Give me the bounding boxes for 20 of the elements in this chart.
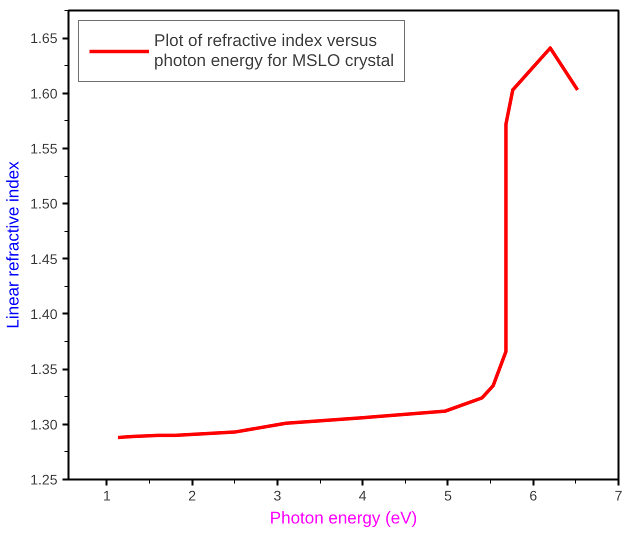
x-tick-label: 2: [188, 488, 196, 504]
y-tick-label: 1.65: [30, 30, 58, 46]
x-axis-title: Photon energy (eV): [270, 508, 418, 528]
y-tick-label: 1.45: [30, 250, 58, 267]
y-tick-label: 1.50: [30, 196, 58, 212]
x-tick-label: 5: [444, 488, 452, 504]
x-tick-label: 6: [529, 488, 538, 504]
y-tick-label: 1.35: [30, 361, 58, 378]
y-tick-label: 1.40: [30, 306, 58, 322]
x-tick-label: 7: [614, 488, 623, 504]
y-tick-label: 1.60: [30, 85, 58, 102]
legend-label: Plot of refractive index versus photon energy for MSLO crystal: [154, 31, 394, 71]
x-tick-label: 4: [358, 488, 367, 504]
y-tick-label: 1.55: [30, 140, 58, 156]
y-tick-label: 1.25: [30, 472, 58, 488]
line-series: [116, 46, 580, 440]
y-tick-label: 1.30: [30, 416, 58, 432]
x-tick-label: 3: [274, 488, 282, 504]
x-tick-label: 1: [102, 488, 111, 504]
y-axis-title: Linear refractive index: [3, 160, 22, 329]
